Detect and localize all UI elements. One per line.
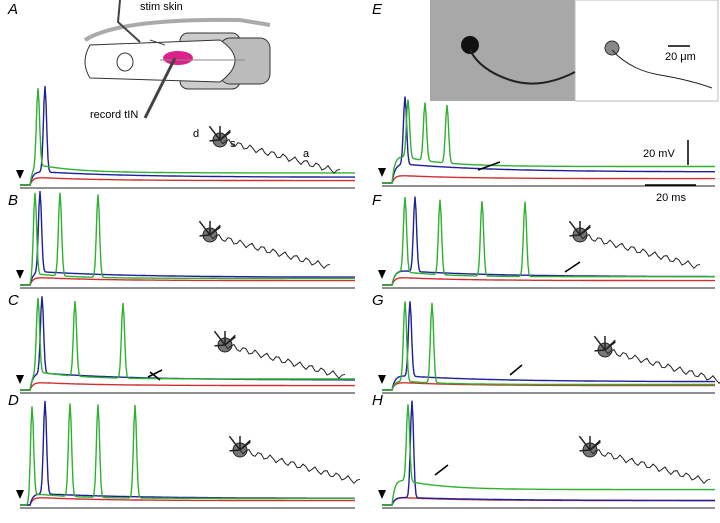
voltage-trace: [382, 382, 715, 391]
voltage-trace: [382, 96, 716, 184]
record-label: record tIN: [90, 109, 138, 121]
neuron-dendrites: [568, 220, 591, 237]
neuron-axon: [604, 348, 720, 385]
neuron-dendrites: [593, 335, 616, 352]
neuron-dendrites: [198, 220, 221, 237]
tracing-panel: [574, 0, 719, 102]
tracing-axon: [611, 49, 713, 89]
voltage-trace: [382, 277, 715, 286]
photo-axon: [469, 49, 576, 85]
panel-label: H: [372, 392, 383, 409]
axon-label: a: [303, 148, 310, 160]
neuron-axon: [579, 233, 701, 270]
stimulus-marker: [378, 490, 386, 499]
neuron-axon: [224, 343, 346, 380]
voltage-trace: [20, 277, 355, 286]
voltage-trace: [20, 497, 355, 506]
mv-scale-label: 20 mV: [643, 148, 675, 160]
panel-label: G: [372, 292, 384, 309]
stimulus-marker: [378, 375, 386, 384]
soma-label: s: [230, 138, 236, 150]
voltage-trace: [382, 196, 715, 286]
stimulus-marker: [16, 490, 24, 499]
arrow: [564, 261, 581, 273]
neuron-dendrites: [578, 435, 601, 452]
voltage-trace: [382, 301, 715, 391]
stimulus-marker: [16, 270, 24, 279]
voltage-trace: [20, 86, 355, 186]
voltage-trace: [382, 404, 715, 506]
larva-schematic: [83, 0, 271, 119]
stimulus-marker: [16, 170, 24, 179]
neuron-axon: [239, 448, 361, 485]
neuron-dendrites: [213, 330, 236, 347]
voltage-trace: [20, 297, 355, 391]
stimulus-marker: [378, 168, 386, 177]
photo-soma: [461, 36, 479, 54]
voltage-trace: [20, 88, 355, 186]
voltage-trace: [382, 196, 715, 286]
stim-label: stim skin: [140, 1, 183, 13]
panel-label: D: [8, 392, 19, 409]
dendrite-label: d: [193, 128, 199, 140]
ms-scale-label: 20 ms: [656, 192, 686, 204]
voltage-trace: [382, 99, 715, 184]
panel-label: E: [372, 1, 383, 18]
neuron-axon: [209, 233, 331, 270]
traces: [16, 86, 716, 509]
panel-label: B: [8, 192, 18, 209]
panel-label: A: [7, 1, 18, 18]
arrow: [149, 371, 161, 381]
photo: [430, 0, 575, 101]
neuron-dendrites: [208, 125, 231, 142]
voltage-trace: [20, 382, 355, 391]
tracing-soma: [604, 40, 620, 56]
voltage-trace: [20, 403, 355, 506]
stimulus-marker: [378, 270, 386, 279]
neuron-axon: [589, 448, 711, 485]
voltage-trace: [382, 175, 715, 184]
panel-label: C: [8, 292, 19, 309]
voltage-trace: [382, 301, 715, 391]
arrow: [147, 369, 163, 378]
um-scale-label: 20 μm: [665, 51, 696, 63]
arrow: [509, 364, 523, 376]
panel-label: F: [372, 192, 382, 209]
stimulus-marker: [16, 375, 24, 384]
voltage-trace: [382, 400, 715, 506]
neuron-axon: [219, 138, 341, 175]
voltage-trace: [20, 191, 355, 286]
neuron-dendrites: [228, 435, 251, 452]
voltage-trace: [20, 192, 355, 286]
arrow: [477, 161, 501, 171]
voltage-trace: [20, 177, 355, 186]
arrow: [434, 464, 449, 476]
